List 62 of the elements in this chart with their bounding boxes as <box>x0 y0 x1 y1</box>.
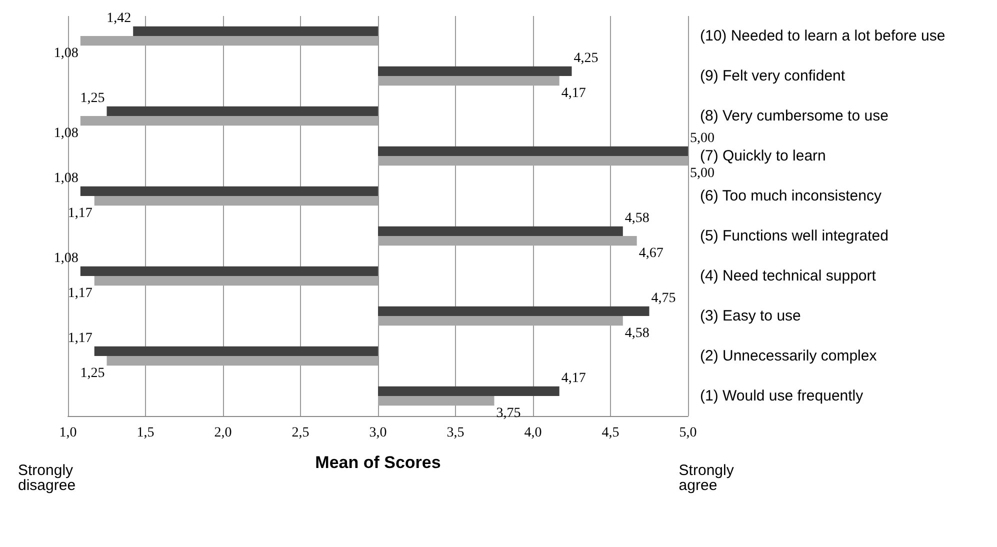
x-tick-label: 3,0 <box>369 426 387 440</box>
bar <box>378 386 560 396</box>
bar <box>94 276 378 286</box>
data-label: 1,25 <box>80 90 105 106</box>
data-label: 1,08 <box>54 250 78 266</box>
data-label: 1,17 <box>68 206 92 222</box>
bar <box>106 106 378 116</box>
data-label: 4,58 <box>624 210 650 226</box>
bar <box>80 116 378 126</box>
bar <box>133 26 378 36</box>
bar <box>378 146 688 156</box>
y-tick-label: (6) Too much inconsistency <box>700 188 882 204</box>
data-label: 1,25 <box>80 366 105 382</box>
x-tick-label: 1,0 <box>59 426 77 440</box>
text: Strongly agree <box>678 462 738 494</box>
bar <box>106 356 378 366</box>
data-label: 4,17 <box>561 370 586 386</box>
x-tick-label: 4,0 <box>524 426 542 440</box>
x-tick-label: 5,0 <box>679 426 697 440</box>
y-tick-label: (5) Functions well integrated <box>700 228 888 244</box>
bar <box>94 346 378 356</box>
y-tick-label: (9) Felt very confident <box>700 68 846 84</box>
y-tick-label: (4) Need technical support <box>700 268 877 284</box>
bar <box>94 196 378 206</box>
data-label: 5,00 <box>690 130 714 146</box>
data-label: 1,08 <box>54 46 78 62</box>
data-label: 4,67 <box>638 246 664 262</box>
bar <box>80 36 378 46</box>
bar <box>378 66 572 76</box>
data-label: 1,17 <box>68 330 92 346</box>
y-tick-label: (10) Needed to learn a lot before use <box>700 28 946 44</box>
bar <box>378 156 688 166</box>
text: Strongly disagree <box>18 462 78 494</box>
bar <box>80 186 378 196</box>
bar <box>378 236 637 246</box>
y-tick-label: (8) Very cumbersome to use <box>700 108 888 124</box>
y-tick-label: (3) Easy to use <box>700 308 801 324</box>
data-label: 1,42 <box>106 10 132 26</box>
bar <box>378 316 623 326</box>
x-tick-label: 3,5 <box>446 426 464 440</box>
x-tick-label: 1,5 <box>136 426 154 440</box>
data-label: 4,75 <box>651 290 676 306</box>
data-label: 4,25 <box>574 50 598 66</box>
x-tick-label: 2,0 <box>214 426 232 440</box>
bar <box>378 396 494 406</box>
x-tick-label: 4,5 <box>602 426 620 440</box>
data-label: 4,17 <box>561 86 586 102</box>
x-tick-label: 2,5 <box>292 426 310 440</box>
data-label: 4,58 <box>624 326 650 342</box>
bar <box>378 226 623 236</box>
y-tick-label: (1) Would use frequently <box>700 388 864 404</box>
bar <box>378 76 560 86</box>
bar <box>378 306 650 316</box>
y-tick-label: (2) Unnecessarily complex <box>700 348 878 364</box>
data-label: 1,08 <box>54 126 78 142</box>
y-tick-label: (7) Quickly to learn <box>700 148 826 164</box>
data-label: 1,17 <box>68 286 92 302</box>
bar <box>80 266 378 276</box>
data-label: 5,00 <box>690 166 714 182</box>
data-label: 1,08 <box>54 170 78 186</box>
x-axis-title: Mean of Scores <box>315 453 441 472</box>
data-label: 3,75 <box>496 406 521 422</box>
